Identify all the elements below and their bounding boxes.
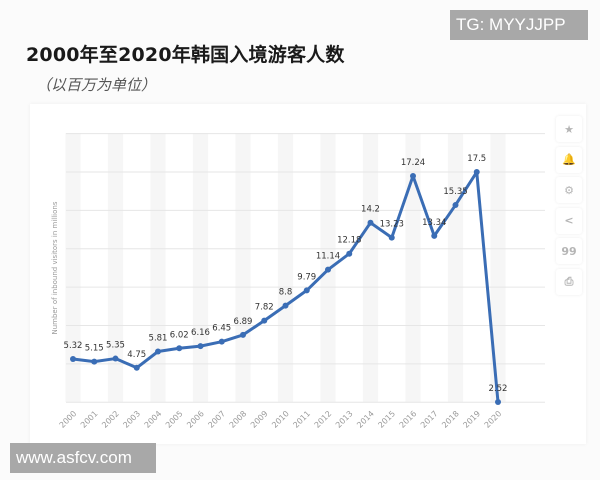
data-label: 11.14 (316, 252, 340, 262)
data-label: 12.18 (337, 236, 361, 246)
data-point[interactable] (473, 169, 480, 176)
data-label: 6.89 (234, 317, 253, 327)
bell-icon: 🔔 (562, 153, 576, 166)
data-label: 7.82 (255, 303, 274, 313)
y-axis-label: Number of inbound visitors in millions (51, 201, 59, 334)
x-tick-label: 2009 (249, 409, 270, 430)
x-tick-label: 2017 (419, 409, 440, 430)
data-label: 8.8 (279, 288, 293, 298)
data-label: 5.15 (85, 344, 104, 354)
data-point[interactable] (431, 232, 438, 239)
watermark-url: www.asfcv.com (10, 443, 156, 473)
column-band (277, 133, 294, 402)
data-point[interactable] (176, 345, 183, 352)
gear-icon: ⚙ (564, 183, 574, 197)
x-tick-label: 2014 (355, 409, 376, 430)
print-button[interactable]: ⎙ (556, 268, 582, 295)
share-icon: < (564, 214, 574, 227)
data-label: 14.2 (361, 205, 380, 215)
data-point[interactable] (346, 250, 353, 257)
x-tick-label: 2011 (291, 409, 312, 430)
chart-subtitle: （以百万为单位） (36, 76, 157, 94)
data-point[interactable] (155, 348, 161, 355)
share-button[interactable]: < (556, 207, 582, 234)
x-tick-label: 2006 (185, 409, 206, 430)
column-band (490, 133, 506, 402)
column-band (362, 133, 379, 402)
column-band (107, 133, 124, 402)
chart-title: 2000年至2020年韩国入境游客人数 (26, 44, 345, 66)
x-tick-label: 2020 (483, 409, 504, 430)
x-tick-label: 2001 (79, 409, 100, 430)
quote-button[interactable]: 99 (556, 238, 582, 264)
data-point[interactable] (495, 399, 501, 405)
data-label: 6.02 (170, 330, 189, 340)
data-label: 17.5 (467, 154, 486, 164)
data-label: 17.24 (401, 158, 425, 168)
data-point[interactable] (218, 338, 225, 345)
chart-toolbar: ★ 🔔 ⚙ <99 ⎙ (556, 116, 582, 299)
quote-icon: 99 (561, 244, 577, 258)
data-label: 5.32 (64, 341, 83, 351)
column-band (447, 133, 464, 402)
data-point[interactable] (367, 219, 374, 226)
gear-button[interactable]: ⚙ (556, 177, 582, 203)
x-tick-label: 2002 (100, 409, 121, 430)
column-band (65, 133, 81, 402)
data-point[interactable] (261, 317, 268, 324)
data-point[interactable] (325, 266, 331, 273)
data-label: 4.75 (127, 350, 146, 360)
data-point[interactable] (133, 364, 140, 371)
x-tick-label: 2000 (58, 409, 79, 430)
print-icon: ⎙ (564, 274, 574, 288)
column-band (235, 133, 251, 402)
x-tick-label: 2018 (440, 409, 461, 430)
column-band (192, 133, 209, 402)
column-band (405, 133, 421, 402)
data-label: 13.23 (380, 220, 404, 230)
x-tick-label: 2005 (164, 409, 185, 430)
data-label: 2.52 (489, 384, 508, 394)
x-tick-label: 2004 (143, 409, 164, 430)
data-label: 6.16 (191, 328, 210, 338)
x-tick-label: 2007 (206, 409, 227, 430)
data-point[interactable] (452, 202, 459, 209)
x-tick-label: 2019 (461, 409, 482, 430)
watermark-telegram: TG: MYYJJPP (450, 10, 588, 40)
data-label: 5.35 (106, 341, 125, 351)
data-point[interactable] (388, 234, 395, 241)
x-tick-label: 2010 (270, 409, 291, 430)
data-point[interactable] (303, 287, 310, 294)
data-label: 13.34 (422, 218, 446, 228)
data-point[interactable] (282, 302, 289, 309)
data-label: 6.45 (212, 324, 231, 334)
x-tick-label: 2013 (334, 409, 355, 430)
data-point[interactable] (91, 358, 98, 365)
x-tick-label: 2003 (121, 409, 142, 430)
data-label: 9.79 (297, 272, 316, 282)
x-tick-label: 2008 (228, 409, 249, 430)
x-tick-label: 2016 (398, 409, 419, 430)
data-point[interactable] (112, 355, 119, 362)
star-button[interactable]: ★ (556, 116, 582, 142)
data-point[interactable] (410, 173, 416, 180)
data-label: 15.35 (443, 187, 467, 197)
column-band (150, 133, 166, 402)
data-label: 5.81 (149, 333, 168, 343)
star-icon: ★ (564, 122, 574, 136)
data-point[interactable] (70, 356, 76, 363)
x-tick-label: 2015 (376, 409, 397, 430)
x-tick-label: 2012 (313, 409, 334, 430)
data-point[interactable] (197, 343, 204, 350)
bell-button[interactable]: 🔔 (556, 146, 582, 173)
data-point[interactable] (240, 331, 246, 338)
